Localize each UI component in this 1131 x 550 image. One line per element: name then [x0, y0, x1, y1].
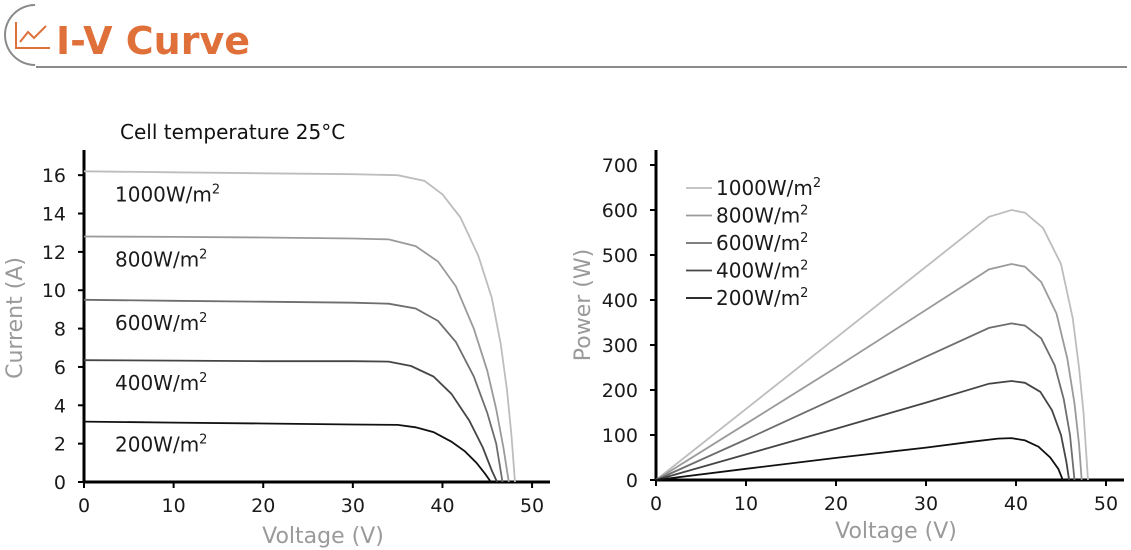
iv-x-tick-label: 40 [430, 495, 454, 517]
iv-y-tick-label: 0 [54, 472, 66, 494]
iv-x-tick-label: 30 [341, 495, 365, 517]
pv-x-tick-label: 30 [914, 493, 938, 515]
iv-x-tick-label: 20 [251, 495, 275, 517]
iv-y-tick-label: 16 [42, 165, 66, 187]
iv-series-line-3 [83, 359, 498, 483]
iv-series-line-2 [83, 298, 504, 483]
pv-legend-label-0: 1000W/m2 [716, 176, 821, 200]
iv-series-label-4: 200W/m2 [115, 433, 207, 457]
iv-series-label-2: 600W/m2 [115, 311, 207, 335]
iv-x-tick-label: 0 [78, 495, 90, 517]
pv-legend-label-1: 800W/m2 [716, 204, 808, 228]
pv-series-line-4 [655, 437, 1064, 481]
iv-y-axis-label: Current (A) [3, 257, 28, 379]
page-title: I-V Curve [56, 19, 251, 63]
iv-y-tick-label: 2 [54, 434, 66, 456]
iv-y-tick-label: 14 [42, 204, 66, 226]
pv-legend-label-3: 400W/m2 [716, 259, 808, 283]
iv-series-label-3: 400W/m2 [115, 371, 207, 395]
iv-series-line-1 [83, 235, 510, 483]
pv-series-line-1 [655, 263, 1083, 481]
pv-y-tick-label: 0 [626, 470, 638, 492]
pv-series-line-2 [655, 322, 1076, 481]
header-divider [36, 66, 1127, 68]
pv-y-tick-label: 500 [602, 245, 638, 267]
pv-y-tick-label: 300 [602, 335, 638, 357]
iv-series-label-1: 800W/m2 [115, 248, 207, 272]
pv-series-line-3 [655, 380, 1070, 481]
pv-y-tick-label: 400 [602, 290, 638, 312]
iv-y-tick-label: 4 [54, 395, 66, 417]
pv-y-tick-label: 100 [602, 425, 638, 447]
pv-x-tick-label: 50 [1094, 493, 1118, 515]
pv-y-tick-label: 200 [602, 380, 638, 402]
pv-x-tick-label: 20 [824, 493, 848, 515]
line-chart-icon [15, 22, 50, 49]
page-header: I-V Curve [0, 0, 1131, 80]
pv-x-tick-label: 40 [1004, 493, 1028, 515]
iv-x-tick-label: 10 [162, 495, 186, 517]
iv-y-tick-label: 6 [54, 357, 66, 379]
pv-y-tick-label: 700 [602, 155, 638, 177]
iv-series-line-0 [83, 170, 516, 483]
iv-y-tick-label: 12 [42, 242, 66, 264]
iv-x-tick-label: 50 [520, 495, 544, 517]
iv-series-line-4 [83, 420, 492, 483]
iv-y-tick-label: 10 [42, 280, 66, 302]
iv-series-label-0: 1000W/m2 [115, 182, 220, 206]
pv-y-axis-label: Power (W) [571, 249, 596, 361]
pv-series-line-0 [655, 209, 1089, 481]
pv-legend-label-4: 200W/m2 [716, 286, 808, 310]
pv-legend-label-2: 600W/m2 [716, 231, 808, 255]
pv-y-tick-label: 600 [602, 200, 638, 222]
pv-x-tick-label: 10 [734, 493, 758, 515]
iv-annotation: Cell temperature 25°C [120, 120, 345, 144]
iv-x-axis-label: Voltage (V) [262, 524, 384, 549]
pv-x-axis-label: Voltage (V) [835, 519, 957, 544]
pv-x-tick-label: 0 [650, 493, 662, 515]
iv-y-tick-label: 8 [54, 319, 66, 341]
